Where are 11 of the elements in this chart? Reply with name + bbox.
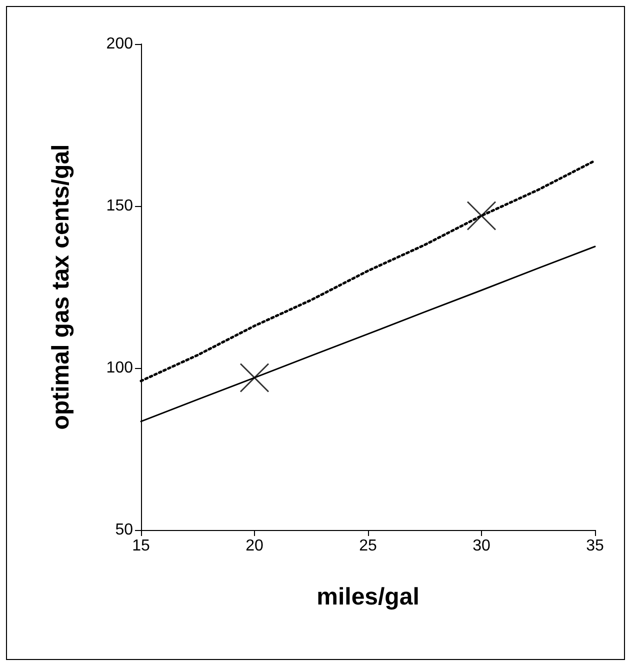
y-axis-title: optimal gas tax cents/gal xyxy=(48,144,74,430)
x-tick-label: 20 xyxy=(246,538,264,554)
x-tick-label: 35 xyxy=(586,538,604,554)
y-tick-label: 200 xyxy=(106,36,134,52)
y-tick-label: 150 xyxy=(106,198,134,214)
x-axis-title: miles/gal xyxy=(316,584,420,610)
y-tick-label: 50 xyxy=(115,522,134,538)
x-tick-label: 15 xyxy=(132,538,150,554)
y-tick-label: 100 xyxy=(106,360,134,376)
x-tick-label: 30 xyxy=(472,538,490,554)
x-tick-label: 25 xyxy=(359,538,377,554)
